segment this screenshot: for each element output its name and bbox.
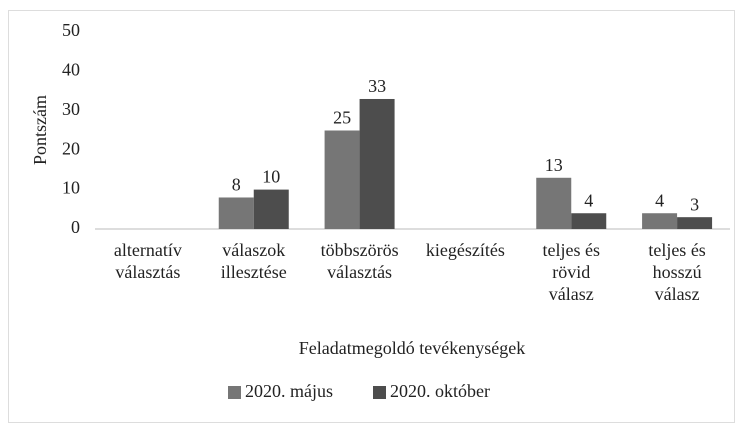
data-label: 33: [368, 76, 386, 96]
y-tick-label: 10: [62, 178, 80, 198]
y-axis-label: Pontszám: [30, 95, 50, 165]
y-tick-label: 0: [71, 217, 80, 237]
x-tick-label: válaszok illesztése: [221, 240, 287, 282]
data-label: 25: [333, 108, 351, 128]
x-axis-label: Feladatmegoldó tevékenységek: [299, 338, 525, 358]
data-label: 13: [545, 155, 563, 175]
data-label: 3: [690, 194, 699, 214]
x-tick-label: teljes és hosszú válasz: [648, 240, 705, 304]
data-label: 4: [584, 190, 593, 210]
x-tick-label: teljes és rövid válasz: [543, 240, 600, 304]
y-tick-label: 50: [62, 20, 80, 40]
bar: [324, 130, 360, 229]
legend-swatch: [228, 386, 241, 399]
x-tick-label: többszörös választás: [321, 240, 399, 282]
data-label: 4: [655, 190, 664, 210]
x-tick-label: kiegészítés: [426, 240, 505, 260]
x-tick-label: alternatív választás: [114, 240, 182, 282]
bar: [359, 98, 395, 229]
bar: [536, 177, 572, 229]
y-tick-label: 20: [62, 138, 80, 158]
bar: [253, 189, 289, 229]
data-label: 10: [262, 167, 280, 187]
data-label: 8: [232, 175, 241, 195]
y-tick-label: 40: [62, 60, 80, 80]
bar: [642, 213, 678, 229]
legend-swatch: [373, 386, 386, 399]
y-tick-label: 30: [62, 99, 80, 119]
bar: [571, 213, 607, 229]
bar: [218, 197, 254, 229]
legend-label: 2020. május: [245, 381, 333, 401]
legend-label: 2020. október: [390, 381, 490, 401]
bar: [677, 217, 713, 229]
